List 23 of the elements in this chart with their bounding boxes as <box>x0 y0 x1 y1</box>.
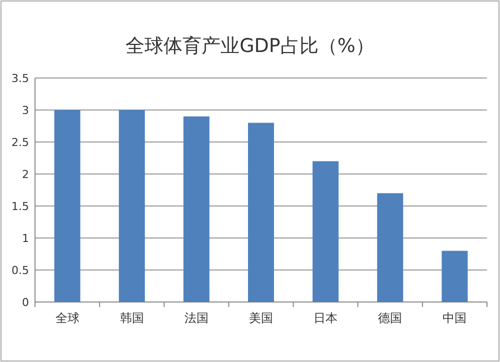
y-tick-label: 0 <box>22 296 29 309</box>
bar <box>54 110 80 302</box>
x-tick-label: 中国 <box>442 311 467 325</box>
y-tick-label: 2 <box>22 168 29 181</box>
bar <box>312 161 339 302</box>
x-tick-label: 美国 <box>249 311 273 325</box>
bar <box>248 122 274 302</box>
chart-title: 全球体育产业GDP占比（%） <box>126 35 374 57</box>
bar <box>442 250 468 302</box>
y-tick-label: 1.5 <box>12 200 29 213</box>
bar <box>118 110 145 302</box>
x-tick-label: 日本 <box>314 311 338 325</box>
y-tick-label: 2.5 <box>12 136 29 149</box>
y-tick-label: 1 <box>22 232 29 245</box>
x-tick-label: 德国 <box>378 311 402 325</box>
bar <box>183 116 210 302</box>
bar <box>377 193 404 302</box>
x-tick-label: 全球 <box>55 311 80 325</box>
x-tick-label: 韩国 <box>120 311 144 325</box>
x-tick-label: 法国 <box>184 311 208 325</box>
y-tick-label: 0.5 <box>12 264 29 277</box>
y-tick-label: 3.5 <box>12 72 29 85</box>
y-tick-label: 3 <box>22 104 29 117</box>
